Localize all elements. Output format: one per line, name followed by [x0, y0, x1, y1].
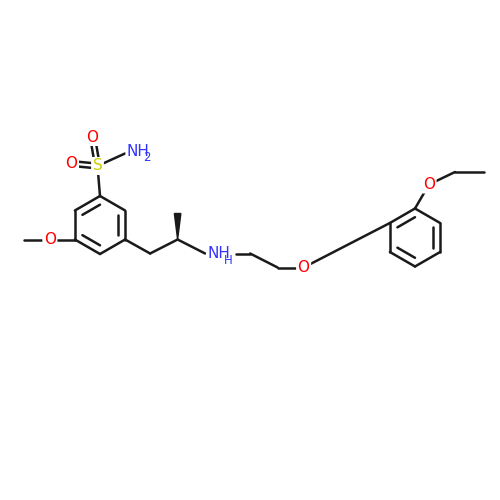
Text: H: H — [224, 254, 233, 266]
Text: NH: NH — [207, 246, 230, 262]
Polygon shape — [174, 214, 181, 240]
Text: O: O — [66, 156, 78, 171]
Text: NH: NH — [126, 144, 150, 158]
Text: S: S — [92, 158, 102, 174]
Text: 2: 2 — [144, 151, 151, 164]
Text: O: O — [298, 260, 310, 275]
Text: O: O — [86, 130, 99, 144]
Text: O: O — [423, 177, 435, 192]
Text: O: O — [44, 232, 56, 247]
